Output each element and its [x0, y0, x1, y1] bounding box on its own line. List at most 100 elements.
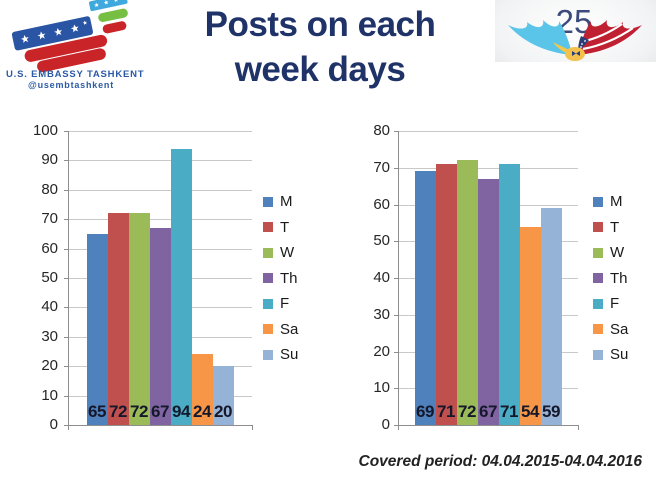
legend-label: W	[610, 244, 625, 262]
legend-item-M: M	[593, 189, 628, 215]
bar-value-label: 20	[214, 402, 232, 421]
x-axis-tick	[68, 426, 69, 430]
y-axis-tick	[394, 425, 398, 426]
bar-value-label: 67	[479, 402, 497, 421]
y-axis-tick-label: 80	[41, 180, 58, 198]
bar-M	[414, 171, 436, 425]
legend-item-T: T	[263, 215, 298, 241]
legend-item-W: W	[593, 240, 628, 266]
y-axis-tick	[394, 351, 398, 353]
plot-area	[398, 131, 579, 426]
gridline	[398, 131, 578, 132]
bar-value-label: 71	[500, 402, 518, 421]
y-axis-tick	[64, 395, 68, 397]
embassy-handle-label: @usembtashkent	[28, 80, 114, 90]
legend-item-W: W	[263, 240, 298, 266]
bar-W	[128, 213, 150, 425]
legend-item-Th: Th	[593, 266, 628, 292]
y-axis-tick	[64, 425, 68, 426]
bar-F	[498, 164, 520, 425]
bar-Th	[477, 178, 499, 425]
legend-swatch	[593, 222, 603, 233]
gridline	[68, 160, 252, 162]
bar-T	[107, 213, 129, 425]
y-axis-tick-label: 20	[41, 357, 58, 375]
y-axis-tick	[64, 131, 68, 132]
y-axis-tick-label: 50	[41, 269, 58, 286]
y-axis-tick	[394, 388, 398, 390]
y-axis-tick-label: 80	[373, 122, 390, 139]
x-axis-tick	[578, 426, 579, 430]
y-axis-tick-label: 40	[41, 298, 58, 316]
y-axis-tick-label: 70	[373, 158, 390, 176]
embassy-name-label: U.S. EMBASSY TASHKENT	[6, 69, 145, 80]
y-axis-tick	[394, 131, 398, 132]
covered-period-label: Covered period: 04.04.2015-04.04.2016	[358, 453, 642, 470]
legend-label: Sa	[610, 320, 629, 338]
legend-label: F	[610, 295, 620, 313]
bar-Su	[212, 366, 234, 425]
legend-label: T	[610, 218, 620, 236]
gridline	[68, 219, 252, 221]
legend-swatch	[263, 349, 273, 360]
y-axis-tick	[394, 241, 398, 243]
legend-item-Sa: Sa	[263, 317, 298, 343]
y-axis-tick	[64, 366, 68, 368]
legend-item-F: F	[263, 291, 298, 317]
legend-swatch	[593, 247, 603, 258]
title-line-1: Posts on each	[204, 5, 436, 44]
bar-value-label: 94	[172, 402, 190, 421]
y-axis-tick	[64, 219, 68, 221]
y-axis-tick-label: 30	[373, 305, 390, 323]
y-axis-tick-label: 50	[373, 232, 390, 250]
y-axis-tick-label: 40	[373, 269, 390, 286]
y-axis-tick	[394, 278, 398, 279]
bar-value-label: 24	[193, 402, 211, 421]
embassy-logo: U.S. EMBASSY TASHKENT @usembtashkent	[6, 0, 145, 104]
chart-legend: M T W Th F Sa Su	[263, 189, 298, 368]
legend-label: Th	[610, 269, 628, 287]
y-axis-tick	[394, 204, 398, 206]
x-axis-tick	[252, 426, 253, 430]
legend-label: Sa	[280, 320, 299, 338]
legend-label: M	[610, 193, 623, 211]
y-axis-tick-label: 10	[373, 379, 390, 397]
plot-area	[68, 131, 253, 426]
y-axis-tick-label: 70	[41, 210, 58, 228]
legend-swatch	[263, 324, 273, 335]
bar-Su	[540, 208, 562, 425]
bar-Sa	[191, 354, 213, 425]
legend-item-Su: Su	[593, 342, 628, 368]
bar-M	[86, 233, 108, 425]
legend-item-M: M	[263, 189, 298, 215]
legend-label: T	[280, 218, 290, 236]
eagle-wings-icon: 25	[508, 3, 642, 61]
bar-value-label: 72	[130, 402, 148, 421]
legend-item-Th: Th	[263, 266, 298, 292]
legend-item-Su: Su	[263, 342, 298, 368]
y-axis-tick-label: 20	[373, 342, 390, 360]
y-axis-tick	[64, 248, 68, 250]
title-line-2: week days	[234, 50, 406, 89]
legend-swatch	[593, 273, 603, 284]
legend-swatch	[263, 247, 273, 258]
y-axis-tick-label: 10	[41, 386, 58, 404]
legend-label: Su	[280, 346, 299, 364]
legend-item-T: T	[593, 215, 628, 241]
y-axis-tick	[64, 160, 68, 162]
bar-value-label: 67	[151, 402, 169, 421]
bar-value-label: 69	[416, 402, 434, 421]
y-axis-tick-label: 90	[41, 151, 58, 169]
y-axis-tick-label: 0	[49, 416, 58, 433]
y-axis-tick-label: 30	[41, 327, 58, 345]
bar-Sa	[519, 226, 541, 425]
legend-label: Su	[610, 346, 629, 364]
embassy-flag-icon	[11, 0, 128, 73]
bar-value-label: 72	[458, 402, 476, 421]
y-axis-tick	[64, 278, 68, 279]
chart-weekday-posts-left: 0 10 20 30 40 50 60 70 80 90 100 65 72 72 67 94 24 20 M T W T…	[8, 122, 338, 452]
legend-swatch	[593, 349, 603, 360]
x-axis-tick	[398, 426, 399, 430]
legend-label: W	[280, 244, 295, 262]
